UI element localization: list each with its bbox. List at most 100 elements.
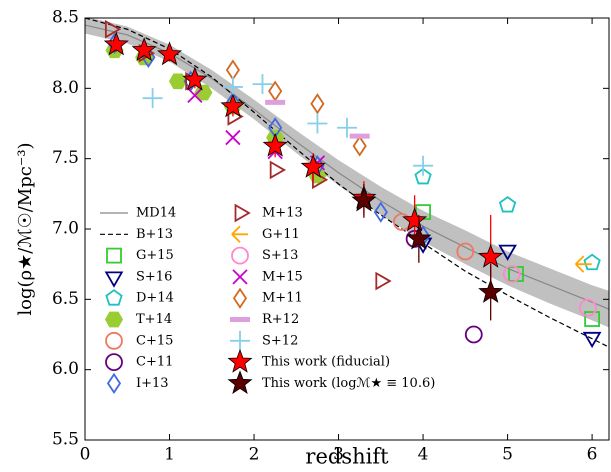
legend-item: S+16 [104, 269, 172, 288]
marker [478, 243, 504, 268]
marker [157, 41, 183, 66]
y-tick-label: 5.5 [52, 430, 79, 450]
legend-label: S+16 [136, 269, 172, 284]
plot-area [85, 18, 609, 349]
legend-label: C+15 [136, 333, 173, 348]
marker [105, 331, 123, 350]
marker [402, 207, 428, 232]
marker [269, 160, 286, 180]
marker [575, 255, 592, 273]
marker [231, 225, 248, 243]
marker [131, 37, 157, 61]
marker [337, 117, 357, 138]
marker [106, 372, 122, 395]
marker [105, 353, 123, 372]
legend-item: D+14 [105, 289, 174, 306]
legend-label: D+14 [136, 291, 174, 306]
marker [220, 93, 246, 118]
x-tick-label: 3 [333, 445, 344, 465]
marker [310, 93, 325, 115]
marker [498, 244, 517, 261]
marker [182, 66, 208, 91]
legend-item: C+15 [105, 331, 173, 350]
legend-item: M+13 [234, 203, 303, 223]
marker [104, 271, 124, 288]
legend-item: R+12 [230, 312, 299, 327]
y-axis-label: log(ρ★/ℳ☉/Mpc⁻³) [15, 142, 36, 315]
x-tick-label: 0 [80, 445, 91, 465]
marker [234, 203, 251, 223]
legend-label: G+15 [136, 248, 174, 263]
marker [168, 73, 188, 90]
marker [456, 242, 475, 261]
legend-item: I+13 [106, 372, 169, 395]
marker [194, 84, 213, 101]
marker [227, 370, 253, 395]
legend-item: C+11 [105, 353, 173, 372]
legend-label: I+13 [136, 376, 169, 391]
legend-item: T+14 [104, 311, 172, 328]
marker [478, 279, 504, 303]
marker [464, 325, 483, 344]
legend-item: MD14 [100, 206, 176, 221]
y-tick-label: 8.5 [52, 8, 79, 28]
marker [142, 88, 163, 109]
legend-item: B+13 [100, 227, 173, 242]
marker [498, 195, 517, 213]
legend-item: M+11 [232, 287, 303, 309]
marker [225, 59, 240, 81]
y-tick-label: 6.5 [52, 289, 79, 309]
y-tick-label: 8.0 [52, 78, 79, 98]
legend-item: M+15 [232, 269, 303, 285]
marker [413, 155, 434, 176]
marker [232, 269, 248, 285]
marker [582, 331, 602, 349]
legend-item: This work (fiducial) [227, 348, 390, 373]
legend-label: M+13 [262, 206, 303, 221]
x-tick-label: 5 [502, 445, 513, 465]
y-tick-label: 6.0 [52, 359, 79, 379]
marker [187, 87, 203, 104]
legend-label: This work (fiducial) [262, 355, 390, 370]
marker [351, 187, 377, 212]
legend-label: S+13 [262, 248, 298, 263]
marker [105, 289, 123, 306]
legend-label: This work (logℳ★ ≡ 10.6) [262, 376, 435, 391]
marker [578, 298, 597, 317]
legend-label: T+14 [136, 312, 172, 327]
legend-item: G+15 [106, 247, 174, 264]
legend-label: R+12 [262, 312, 299, 327]
marker [300, 153, 326, 178]
marker [406, 225, 432, 250]
x-tick-label: 1 [164, 445, 175, 465]
marker [225, 129, 241, 146]
marker [373, 201, 388, 223]
legend-item: S+12 [230, 330, 298, 351]
marker [584, 311, 600, 327]
legend-label: C+11 [136, 355, 173, 370]
legend-label: G+11 [262, 227, 300, 242]
marker [414, 167, 432, 185]
y-tick-label: 7.0 [52, 219, 79, 239]
legend-label: M+11 [262, 291, 303, 306]
legend-item: This work (logℳ★ ≡ 10.6) [227, 370, 435, 395]
x-tick-label: 6 [587, 445, 598, 465]
marker [502, 265, 521, 283]
x-tick-label: 2 [249, 445, 260, 465]
marker [375, 271, 392, 291]
x-axis-label: redshift [305, 445, 389, 469]
y-tick-label: 7.5 [52, 148, 79, 168]
marker [262, 132, 288, 157]
marker [103, 31, 129, 56]
marker [252, 74, 273, 95]
x-tick-label: 4 [418, 445, 429, 465]
legend-label: MD14 [136, 206, 176, 221]
marker [106, 247, 122, 264]
legend-label: S+12 [262, 333, 298, 348]
marker [104, 311, 124, 328]
marker [231, 246, 249, 265]
marker [307, 113, 328, 134]
uncertainty-band [85, 18, 609, 328]
marker [352, 135, 367, 157]
